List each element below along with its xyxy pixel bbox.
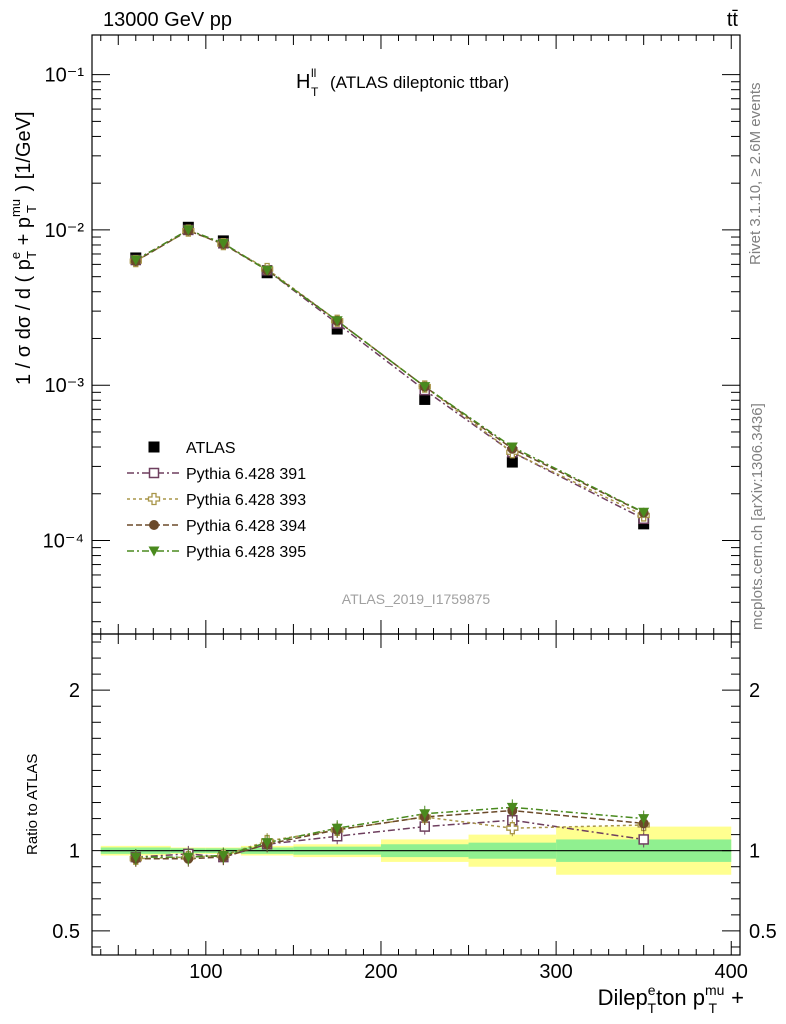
- ratio-frame: [91, 633, 741, 956]
- series-point: [506, 442, 518, 453]
- x-tick-label: 400: [715, 961, 748, 983]
- y-label-part: ) [1/GeV]: [13, 111, 35, 197]
- data-point: [419, 393, 431, 405]
- y-tick-label: 10⁻³: [45, 375, 85, 397]
- series-point: [261, 265, 273, 276]
- series-ratio-point: [130, 852, 142, 863]
- series-ratio-point: [217, 850, 229, 861]
- legend-marker: [149, 520, 159, 530]
- title-description: (ATLAS dileptonic ttbar): [330, 73, 509, 92]
- x-label-sub: T: [648, 1000, 657, 1016]
- series-ratio-point: [506, 802, 518, 813]
- legend-label: Pythia 6.428 391: [186, 466, 306, 483]
- y-label-part: + p: [13, 217, 35, 251]
- x-label-sup: e: [648, 982, 656, 998]
- x-axis-label-text: Dilepe Tton pmu T +: [598, 982, 744, 1016]
- rivet-label: Rivet 3.1.10, ≥ 2.6M events: [747, 83, 764, 266]
- series-ratio-line: [135, 819, 644, 858]
- energy-label: 13000 GeV pp: [103, 9, 232, 31]
- plot-title: H ll T (ATLAS dileptonic ttbar): [296, 66, 509, 99]
- analysis-label: ATLAS_2019_I1759875: [342, 591, 491, 607]
- legend-label: Pythia 6.428 394: [186, 518, 306, 535]
- legend-label: ATLAS: [186, 440, 236, 457]
- x-axis-label: Dilepe Tton pmu T +: [598, 982, 744, 1016]
- series-ratio-point: [419, 809, 431, 820]
- legend-marker: [147, 492, 161, 506]
- x-label-part: +: [725, 985, 744, 1010]
- data-point: [506, 456, 518, 468]
- y-tick-label: 10⁻²: [45, 220, 85, 242]
- y-label-sup: e: [8, 252, 23, 259]
- y-label-sub: T: [24, 251, 39, 259]
- process-label: tt̄: [727, 9, 739, 31]
- ratio-y-tick-label-right: 0.5: [749, 921, 777, 943]
- legend-label: Pythia 6.428 393: [186, 492, 306, 509]
- series-point: [638, 507, 650, 518]
- title-main: H: [296, 71, 310, 93]
- legend-marker: [148, 467, 160, 479]
- series-ratio-point: [261, 838, 273, 849]
- data-point: [331, 323, 343, 335]
- y-tick-label: 10⁻⁴: [43, 531, 84, 553]
- y-axis-label-text: 1 / σ dσ / d ( peT + pmuT ) [1/GeV]: [8, 111, 39, 385]
- ratio-y-tick-label-right: 2: [749, 680, 760, 702]
- series-ratio-point: [182, 852, 194, 863]
- series-point: [331, 316, 343, 327]
- x-label-part: ton p: [656, 985, 705, 1010]
- y-axis-label-ratio: Ratio to ATLAS: [24, 754, 41, 855]
- series-ratio-point: [506, 822, 519, 835]
- x-tick-label: 100: [189, 961, 222, 983]
- ratio-y-tick-label: 1: [69, 841, 80, 863]
- mcplots-label: mcplots.cern.ch [arXiv:1306.3436]: [749, 403, 766, 630]
- x-label-part: Dilep: [598, 985, 648, 1010]
- x-label-sub: T: [708, 1000, 717, 1016]
- ratio-y-tick-label-right: 1: [749, 841, 760, 863]
- ratio-y-tick-label: 0.5: [52, 921, 80, 943]
- series-point: [130, 255, 142, 266]
- series-ratio-point: [638, 834, 649, 845]
- y-label-sup: mu: [8, 199, 23, 217]
- x-tick-label: 300: [539, 961, 572, 983]
- x-tick-label: 200: [364, 961, 397, 983]
- y-label-sub: T: [24, 205, 39, 213]
- legend-marker: [148, 441, 160, 453]
- title-superscript: ll: [311, 66, 316, 80]
- y-label-part: 1 / σ dσ / d ( p: [13, 259, 35, 385]
- y-tick-label: 10⁻¹: [45, 65, 85, 87]
- series-point: [419, 382, 431, 393]
- y-axis-label: 1 / σ dσ / d ( peT + pmuT ) [1/GeV]: [8, 111, 39, 385]
- series-ratio-point: [638, 814, 650, 825]
- ratio-y-tick-label: 2: [69, 680, 80, 702]
- series-point: [182, 225, 194, 236]
- legend-label: Pythia 6.428 395: [186, 544, 306, 561]
- title-subscript: T: [311, 85, 319, 99]
- legend-marker: [148, 546, 160, 557]
- series-ratio-line: [135, 806, 644, 858]
- main-panel: 10⁻¹ 10⁻² 10⁻³ 10⁻⁴: [43, 34, 741, 635]
- x-label-sup: mu: [705, 982, 724, 998]
- ratio-panel: 100 200 300 400 2 2 1 1 0.5 0.5: [52, 633, 777, 983]
- series-ratio-point: [331, 823, 343, 834]
- series-point: [217, 238, 229, 249]
- legend: ATLAS Pythia 6.428 391 Pythia 6.428 393 Pyt…: [127, 440, 306, 561]
